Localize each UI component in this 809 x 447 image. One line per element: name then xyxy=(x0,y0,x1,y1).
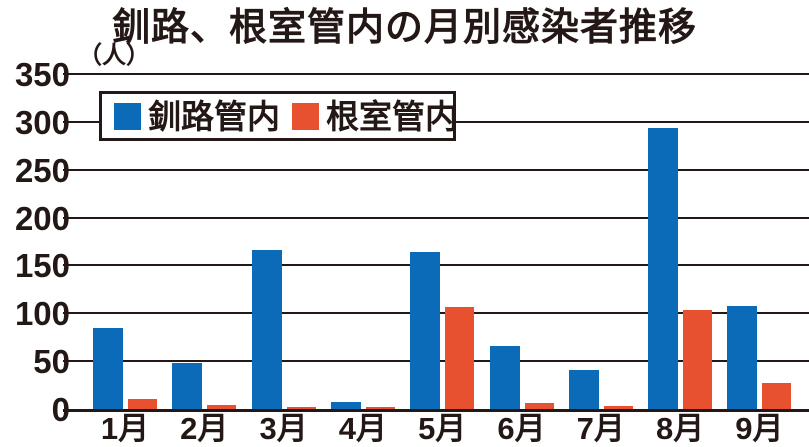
legend-label-kushiro: 釧路管内 xyxy=(148,97,280,135)
bar-nemuro-m5 xyxy=(445,307,475,409)
gridline-200 xyxy=(63,216,809,219)
bar-kushiro-m3 xyxy=(251,250,282,409)
x-tick-label-m1: 1月 xyxy=(100,411,150,446)
y-axis-unit-label: （人） xyxy=(78,42,150,69)
legend-swatch-nemuro xyxy=(292,102,319,130)
x-tick-label-m2: 2月 xyxy=(180,411,229,446)
gridline-350 xyxy=(63,73,809,75)
bar-nemuro-m3 xyxy=(286,407,316,409)
y-tick-label-250: 250 xyxy=(14,151,70,189)
x-tick-label-m6: 6月 xyxy=(497,411,546,446)
y-tick-label-50: 50 xyxy=(33,343,70,381)
x-axis-line xyxy=(63,409,809,412)
legend: 釧路管内 根室管内 xyxy=(99,91,458,141)
legend-swatch-kushiro xyxy=(114,102,141,130)
x-tick-label-m4: 4月 xyxy=(338,411,388,446)
bar-kushiro-m5 xyxy=(410,252,441,409)
bar-nemuro-m4 xyxy=(365,407,395,409)
bar-kushiro-m2 xyxy=(172,363,203,409)
y-tick-label-0: 0 xyxy=(51,391,70,428)
x-tick-label-m8: 8月 xyxy=(655,411,705,446)
bar-nemuro-m1 xyxy=(128,399,157,409)
x-tick-label-m9: 9月 xyxy=(735,411,784,446)
legend-label-nemuro: 根室管内 xyxy=(326,97,458,135)
y-tick-label-350: 350 xyxy=(14,56,70,93)
y-tick-label-150: 150 xyxy=(14,247,70,285)
y-tick-label-200: 200 xyxy=(14,199,70,237)
bar-kushiro-m9 xyxy=(727,306,758,409)
y-tick-label-300: 300 xyxy=(14,103,70,141)
bar-nemuro-m8 xyxy=(683,310,713,409)
y-tick-label-100: 100 xyxy=(14,295,70,333)
x-tick-label-m5: 5月 xyxy=(418,411,467,446)
chart-title: 釧路、根室管内の月別感染者推移 xyxy=(111,7,697,49)
bar-kushiro-m6 xyxy=(489,346,520,409)
bar-kushiro-m7 xyxy=(568,370,599,409)
bar-nemuro-m6 xyxy=(524,403,554,409)
bar-kushiro-m4 xyxy=(330,402,361,409)
bar-nemuro-m9 xyxy=(762,383,792,409)
bar-nemuro-m2 xyxy=(207,405,237,409)
bar-nemuro-m7 xyxy=(603,406,633,409)
bar-kushiro-m1 xyxy=(93,328,123,409)
bar-kushiro-m8 xyxy=(648,128,679,409)
x-tick-label-m7: 7月 xyxy=(576,411,625,446)
x-tick-label-m3: 3月 xyxy=(259,411,308,446)
gridline-250 xyxy=(63,168,809,171)
